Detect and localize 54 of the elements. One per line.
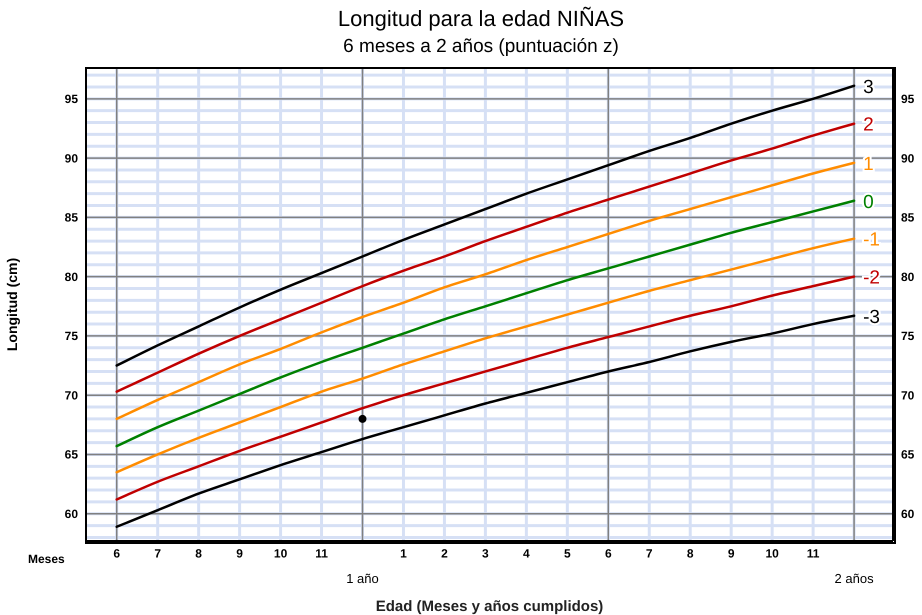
x-tick-label: 10 [274, 546, 288, 561]
x-tick-label: 7 [154, 546, 162, 561]
x-tick-label: 6 [604, 546, 612, 561]
y2-tick-label: 80 [901, 270, 915, 284]
x-tick-label: 6 [113, 546, 120, 561]
line-series [115, 314, 856, 528]
x-tick-label: 10 [765, 546, 780, 561]
x-tick-label: 1 [400, 546, 408, 561]
y-tick-label: 90 [64, 151, 78, 166]
y2-tick-label: 60 [901, 506, 915, 521]
x-tick-label: 8 [686, 546, 694, 561]
line-series [115, 200, 856, 448]
y2-tick-label: 95 [901, 92, 915, 106]
series-label: -2 [863, 268, 880, 289]
x-tick-label: 7 [646, 546, 653, 561]
x-tick-label: 8 [195, 546, 202, 561]
y-tick-label: 65 [64, 448, 78, 462]
line-series [115, 84, 856, 367]
text: 2 años [834, 571, 875, 586]
line-series [115, 162, 856, 420]
line-series [115, 275, 856, 501]
series-label: 2 [863, 114, 874, 136]
series-label: 3 [863, 76, 874, 98]
text: 1 año [345, 571, 380, 586]
x-tick-label: 3 [482, 546, 490, 561]
x-tick-label: 9 [236, 546, 244, 561]
y-axis-title: Longitud (cm) [4, 258, 20, 352]
y2-tick-label: 75 [901, 329, 915, 344]
y-tick-label: 70 [64, 388, 78, 402]
y2-tick-label: 65 [901, 448, 915, 462]
line-series [115, 237, 856, 474]
series-label: 0 [863, 192, 874, 213]
y2-tick-label: 70 [901, 388, 915, 402]
y-tick-label: 85 [64, 210, 78, 225]
x-axis-title: Edad (Meses y años cumplidos) [376, 598, 604, 615]
y-tick-label: 60 [64, 506, 78, 521]
x-tick-label: 11 [315, 546, 328, 561]
series-label: -1 [863, 230, 880, 251]
x-tick-label: 11 [806, 546, 820, 561]
y2-tick-label: 85 [901, 210, 915, 225]
y-tick-label: 80 [64, 270, 78, 284]
x-tick-label: 2 [441, 546, 448, 561]
chart-title: Longitud para la edad NIÑAS [336, 6, 626, 32]
x-tick-label: 5 [564, 546, 571, 561]
x-tick-label: 4 [523, 546, 530, 561]
y-tick-label: 75 [64, 329, 78, 344]
series-label: -3 [863, 306, 880, 328]
x-tick-label: 9 [728, 546, 735, 561]
y-tick-label: 95 [64, 92, 78, 106]
chart-subtitle: 6 meses a 2 años (puntuación z) [342, 36, 620, 58]
line-series [115, 122, 856, 393]
series-label: 1 [863, 154, 874, 175]
y2-tick-label: 90 [901, 151, 915, 166]
text: Meses [28, 552, 65, 566]
